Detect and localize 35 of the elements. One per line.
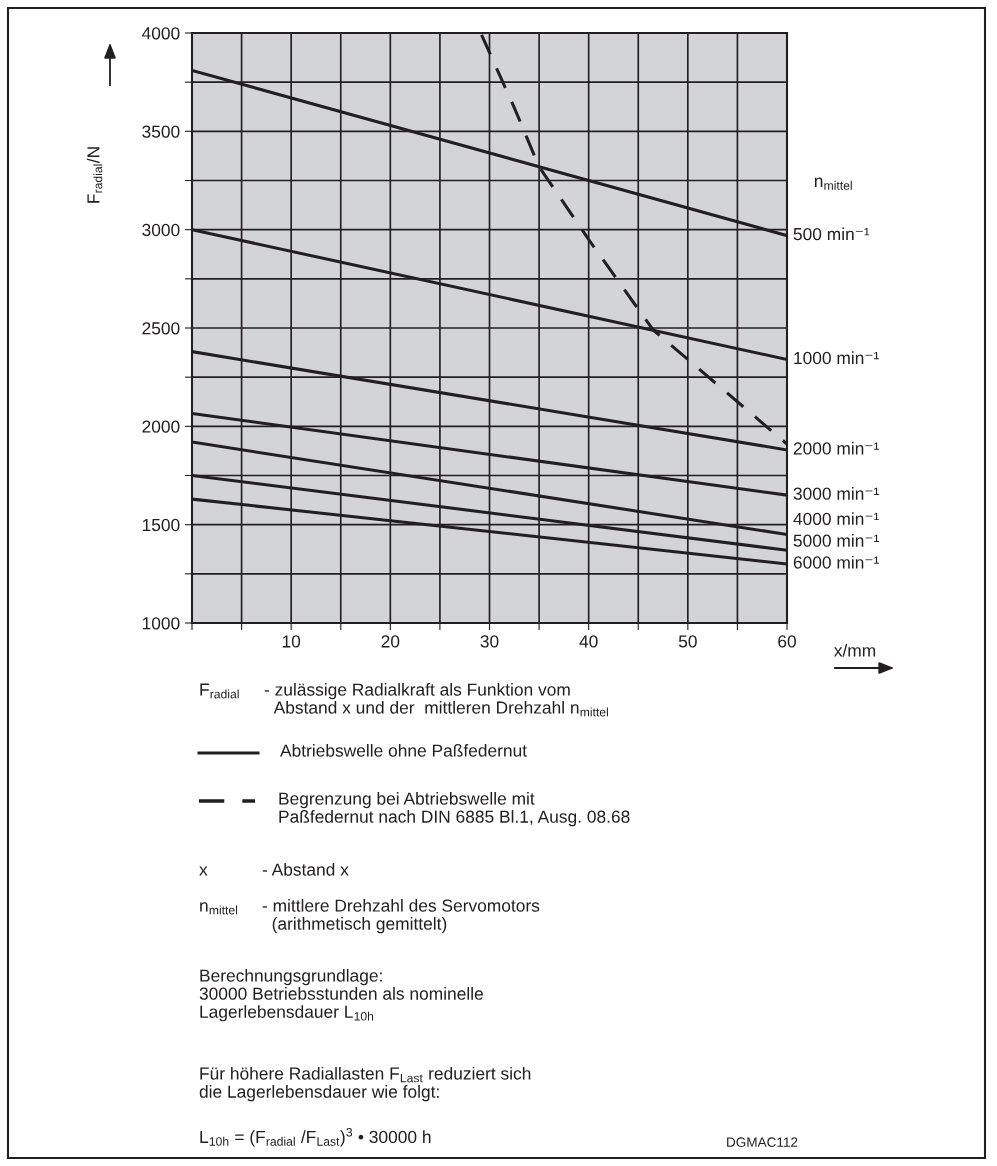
x-axis-title: x/mm	[833, 643, 876, 657]
text: Für höhere Radiallasten F$_{Last}$ reduziert sich die Lagerlebensdauer wie folgt:	[199, 1066, 531, 1102]
x-tick-label: 50	[678, 635, 697, 648]
text: - Abstand x	[262, 863, 349, 876]
text: L$_{10h}$ = (F$_{radial}$ /F$_{Last}$)$^{3}$ • 30000 h	[200, 1128, 431, 1147]
series-label: 3000 min⁻¹	[793, 487, 879, 500]
y-tick-label: 1500	[142, 518, 180, 532]
text: - zulässige Radialkraft als Funktion vom Abstand x und der mittleren Drehzahl n$_{mittel}$	[264, 683, 608, 717]
y-tick-label: 2500	[142, 322, 180, 335]
text: F$_{radial}$	[200, 683, 239, 699]
text: x	[199, 866, 208, 876]
text: Berechnungsgrundlage: 30000 Betriebsstunden als nominelle Lagerlebensdauer L$_{10h}$	[199, 969, 483, 1022]
y-tick-label: 2000	[142, 420, 180, 433]
x-tick-label: 10	[282, 635, 301, 648]
series-label: 2000 min⁻¹	[793, 441, 879, 455]
text: n$_{mittel}$	[200, 902, 238, 915]
y-tick-label: 3500	[142, 125, 180, 138]
series-label: 6000 min⁻¹	[793, 555, 879, 569]
y-tick-label: 3000	[142, 223, 180, 237]
text: Begrenzung bei Abtriebswelle mit Paßfedernut nach DIN 6885 Bl.1, Ausg. 08.68	[279, 792, 630, 827]
x-tick-label: 40	[579, 635, 598, 648]
text: Abtriebswelle ohne Paßfedernut	[280, 744, 527, 757]
legend-title: n$_{mittel}$	[814, 177, 852, 190]
x-tick-label: 60	[778, 635, 796, 648]
series-label: 1000 min⁻¹	[794, 351, 879, 365]
y-axis-title: F$_{radial}$/N	[86, 147, 103, 203]
text: - mittlere Drehzahl des Servomotors (arithmetisch gemittelt)	[262, 899, 540, 934]
series-label: 5000 min⁻¹	[793, 534, 879, 547]
x-tick-label: 20	[381, 635, 400, 648]
y-tick-label: 4000	[141, 27, 180, 40]
series-label: 500 min⁻¹	[793, 227, 870, 241]
series-label: 4000 min⁻¹	[793, 512, 879, 525]
x-tick-label: 30	[480, 635, 499, 648]
text: DGMAC112	[727, 1137, 798, 1147]
y-tick-label: 1000	[142, 617, 180, 630]
